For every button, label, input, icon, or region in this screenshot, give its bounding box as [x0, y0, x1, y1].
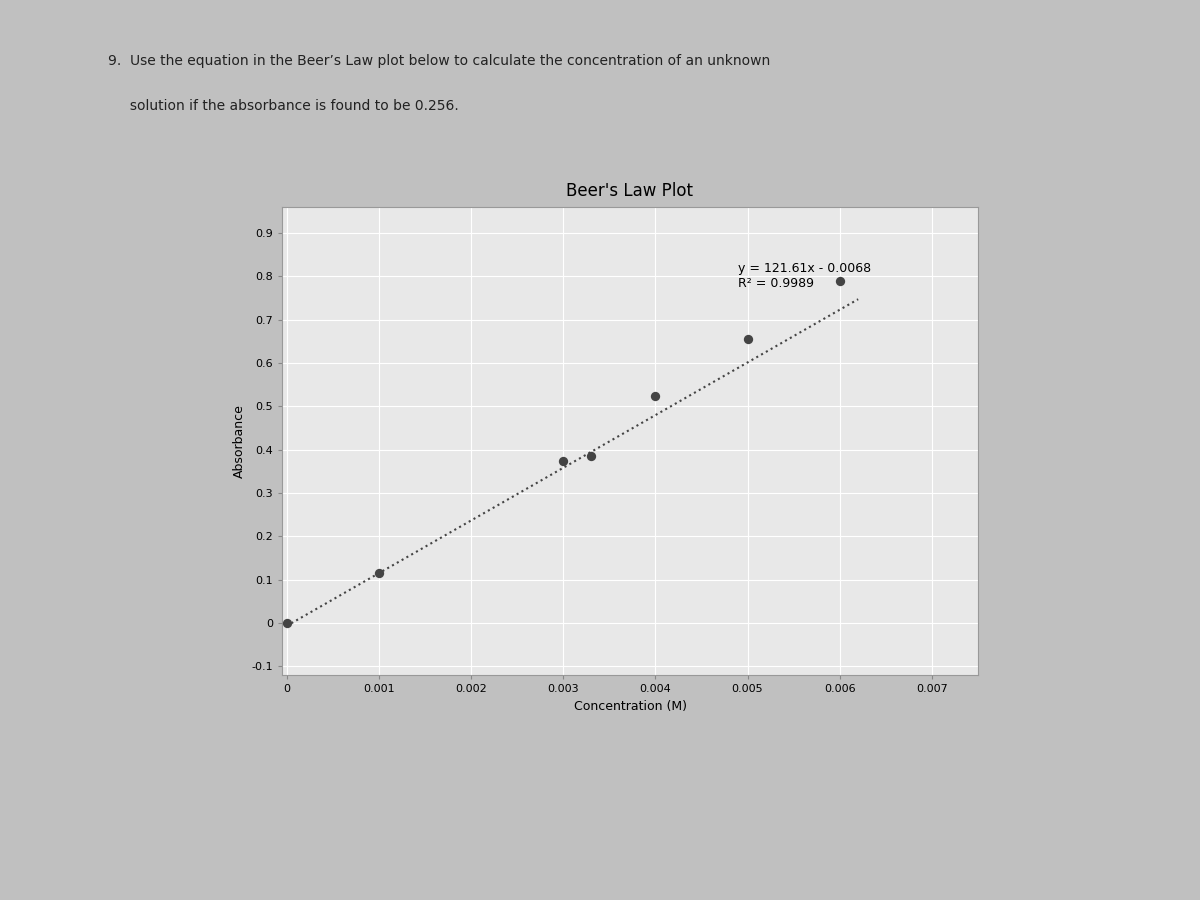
Point — [581, 449, 600, 464]
Point — [277, 616, 296, 630]
Point — [830, 274, 850, 288]
Point — [370, 566, 389, 580]
Text: y = 121.61x - 0.0068
R² = 0.9989: y = 121.61x - 0.0068 R² = 0.9989 — [738, 262, 871, 291]
X-axis label: Concentration (M): Concentration (M) — [574, 699, 686, 713]
Point — [553, 454, 572, 468]
Text: 9.  Use the equation in the Beer’s Law plot below to calculate the concentration: 9. Use the equation in the Beer’s Law pl… — [108, 54, 770, 68]
Title: Beer's Law Plot: Beer's Law Plot — [566, 182, 694, 200]
Point — [738, 332, 757, 347]
Text: solution if the absorbance is found to be 0.256.: solution if the absorbance is found to b… — [108, 99, 458, 113]
Y-axis label: Absorbance: Absorbance — [233, 404, 246, 478]
Point — [646, 388, 665, 402]
